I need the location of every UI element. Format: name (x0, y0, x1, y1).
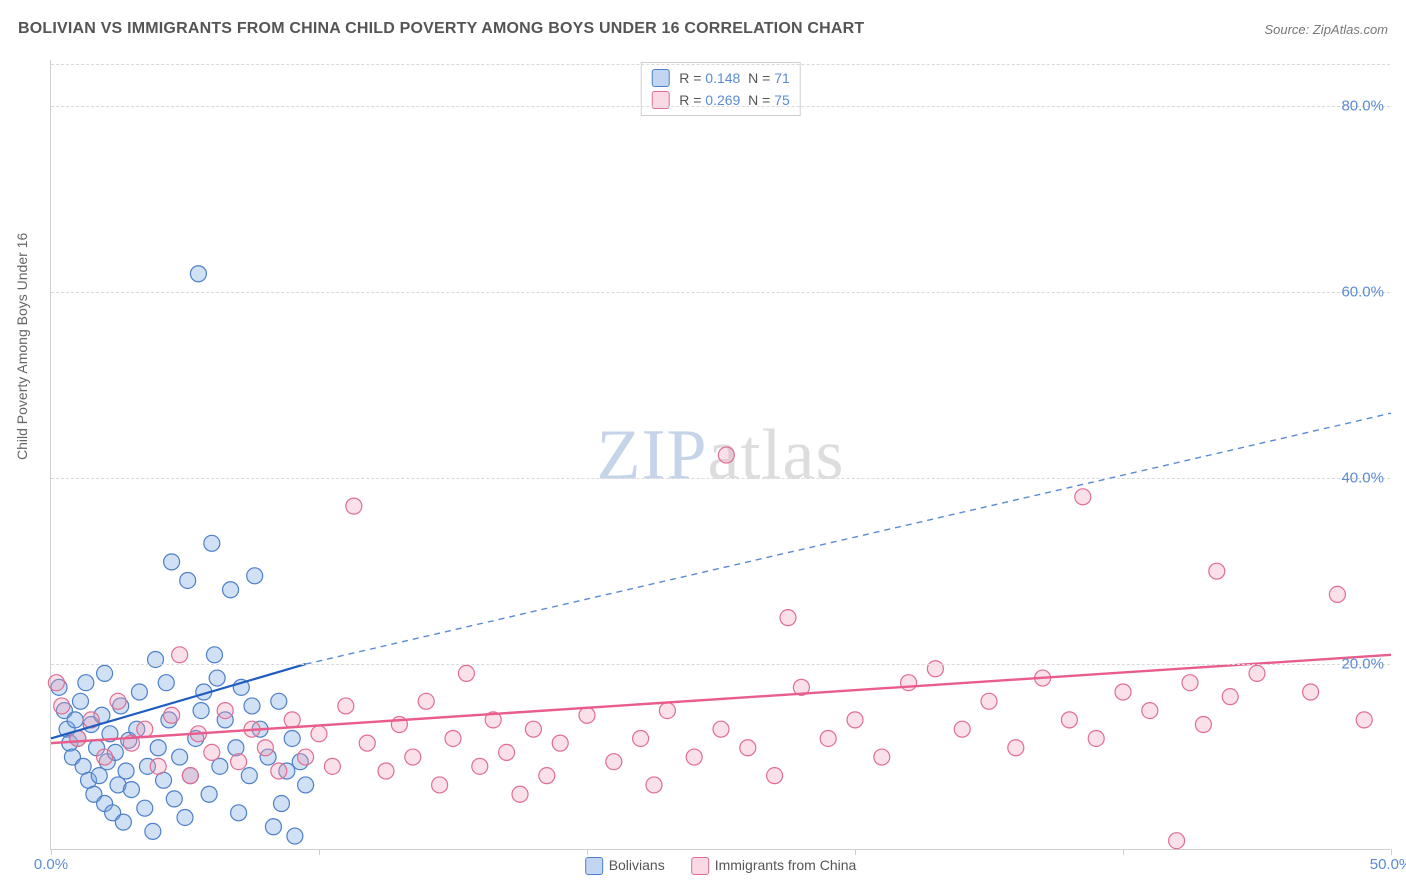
gridline (51, 64, 1390, 65)
legend-item-china: Immigrants from China (691, 857, 857, 875)
y-tick-label: 40.0% (1341, 470, 1384, 487)
x-tick (51, 849, 52, 855)
gridline (51, 292, 1390, 293)
x-tick (1391, 849, 1392, 855)
x-tick (319, 849, 320, 855)
x-tick (1123, 849, 1124, 855)
legend-item-bolivians: Bolivians (585, 857, 665, 875)
correlation-chart: BOLIVIAN VS IMMIGRANTS FROM CHINA CHILD … (0, 0, 1406, 892)
gridline (51, 664, 1390, 665)
x-tick (855, 849, 856, 855)
scatter-svg (51, 60, 1390, 849)
source-attribution: Source: ZipAtlas.com (1264, 22, 1388, 37)
y-axis-label: Child Poverty Among Boys Under 16 (14, 233, 30, 460)
series-legend: Bolivians Immigrants from China (585, 857, 857, 875)
plot-area: ZIPatlas R = 0.148 N = 71 R = 0.269 N = … (50, 60, 1390, 850)
x-tick (587, 849, 588, 855)
y-tick-label: 60.0% (1341, 284, 1384, 301)
x-tick-label: 0.0% (34, 856, 68, 873)
y-tick-label: 20.0% (1341, 656, 1384, 673)
y-tick-label: 80.0% (1341, 98, 1384, 115)
swatch-pink-icon (691, 857, 709, 875)
chart-title: BOLIVIAN VS IMMIGRANTS FROM CHINA CHILD … (18, 20, 864, 38)
x-tick-label: 50.0% (1370, 856, 1406, 873)
gridline (51, 106, 1390, 107)
swatch-blue-icon (585, 857, 603, 875)
gridline (51, 478, 1390, 479)
